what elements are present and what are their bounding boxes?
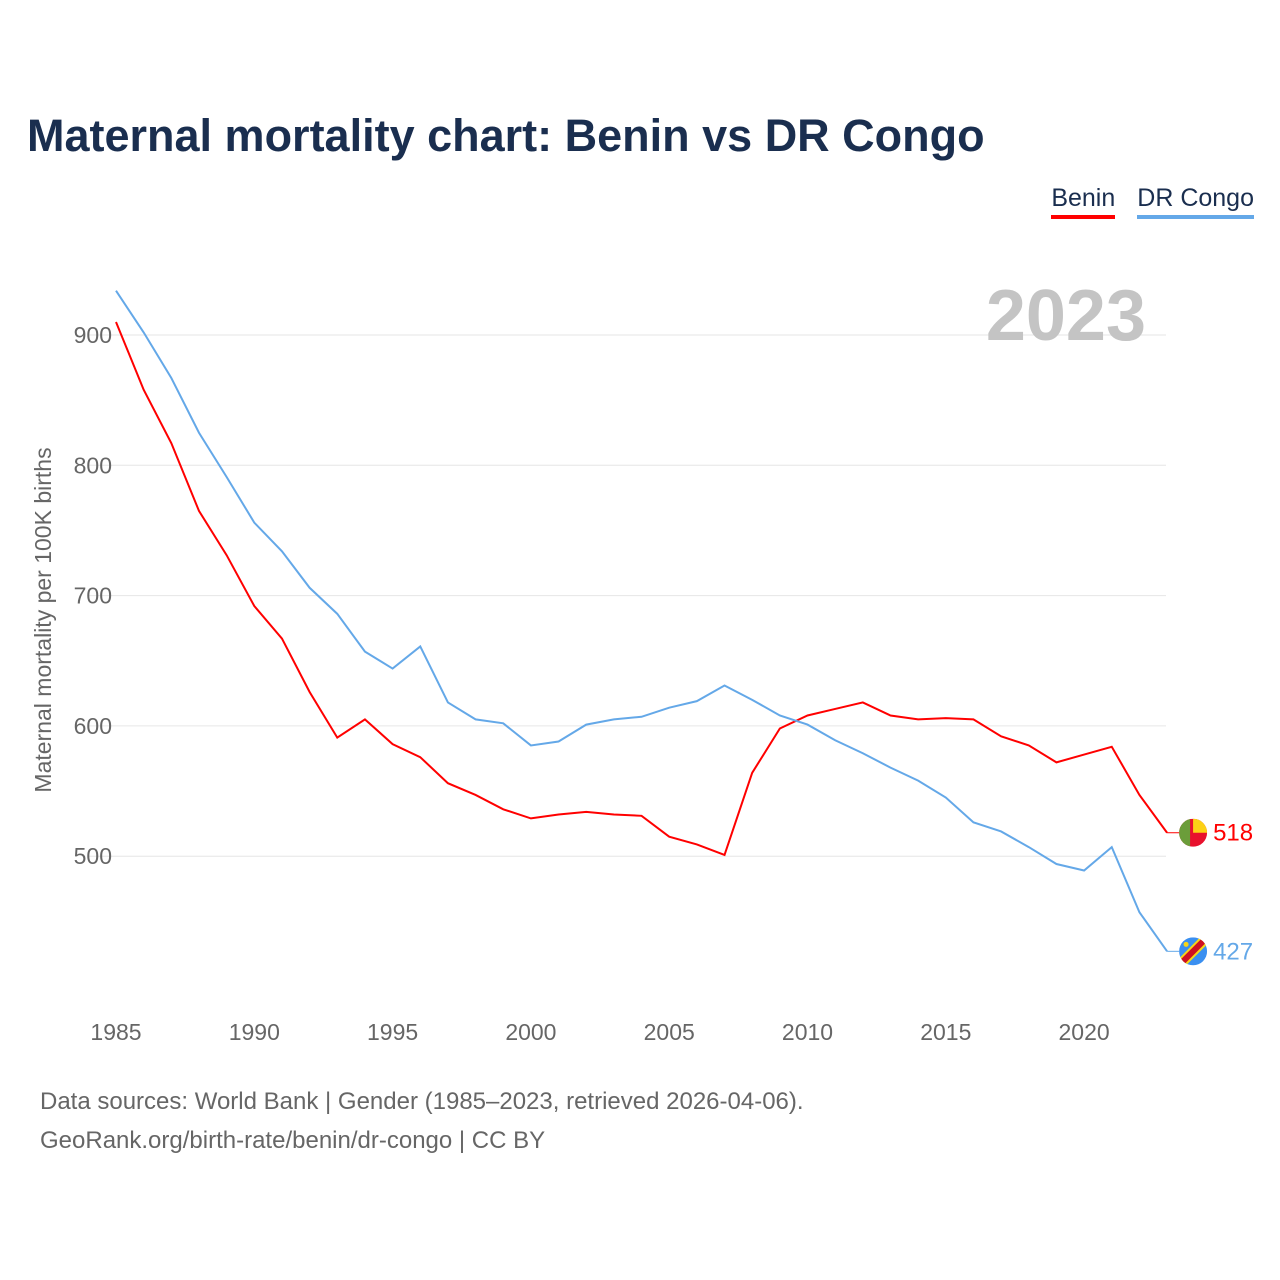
y-tick-label: 900 xyxy=(74,322,112,348)
legend: Benin DR Congo xyxy=(1051,184,1254,219)
y-axis-label: Maternal mortality per 100K births xyxy=(30,447,56,792)
legend-dr-congo[interactable]: DR Congo xyxy=(1137,184,1254,219)
x-tick-label: 2015 xyxy=(920,1019,971,1045)
end-value-label: 427 xyxy=(1213,938,1253,965)
x-tick-label: 2020 xyxy=(1059,1019,1110,1045)
benin-flag-icon xyxy=(1179,818,1208,847)
x-tick-label: 1990 xyxy=(229,1019,280,1045)
year-label: 2023 xyxy=(986,276,1146,356)
y-tick-label: 800 xyxy=(74,452,112,478)
x-tick-label: 2010 xyxy=(782,1019,833,1045)
legend-benin[interactable]: Benin xyxy=(1051,184,1116,219)
series-line-dr-congo xyxy=(115,290,1168,952)
y-tick-label: 600 xyxy=(74,713,112,739)
chart-title: Maternal mortality chart: Benin vs DR Co… xyxy=(27,110,985,161)
y-tick-label: 500 xyxy=(74,843,112,869)
dr-congo-flag-icon xyxy=(1179,937,1208,966)
x-tick-label: 2005 xyxy=(644,1019,695,1045)
x-tick-label: 1995 xyxy=(367,1019,418,1045)
footer-url[interactable]: GeoRank.org/birth-rate/benin/dr-congo | … xyxy=(40,1127,546,1154)
end-value-label: 518 xyxy=(1213,820,1253,847)
x-tick-label: 1985 xyxy=(90,1019,141,1045)
series-line-benin xyxy=(115,321,1168,857)
y-tick-label: 700 xyxy=(74,583,112,609)
footer-source: Data sources: World Bank | Gender (1985–… xyxy=(40,1088,804,1115)
x-tick-label: 2000 xyxy=(505,1019,556,1045)
